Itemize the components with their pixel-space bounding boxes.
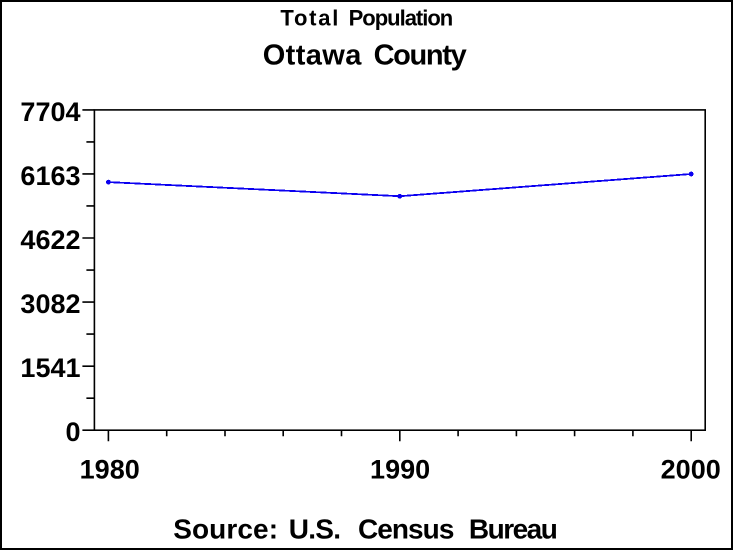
svg-text:6163: 6163 bbox=[20, 161, 80, 191]
svg-text:0: 0 bbox=[65, 417, 80, 447]
svg-text:4622: 4622 bbox=[20, 225, 80, 255]
svg-text:7704: 7704 bbox=[20, 97, 80, 127]
svg-text:1990: 1990 bbox=[370, 455, 430, 485]
svg-text:2000: 2000 bbox=[661, 455, 721, 485]
svg-text:1980: 1980 bbox=[80, 455, 140, 485]
svg-text:3082: 3082 bbox=[20, 289, 80, 319]
svg-text:1541: 1541 bbox=[20, 353, 80, 383]
